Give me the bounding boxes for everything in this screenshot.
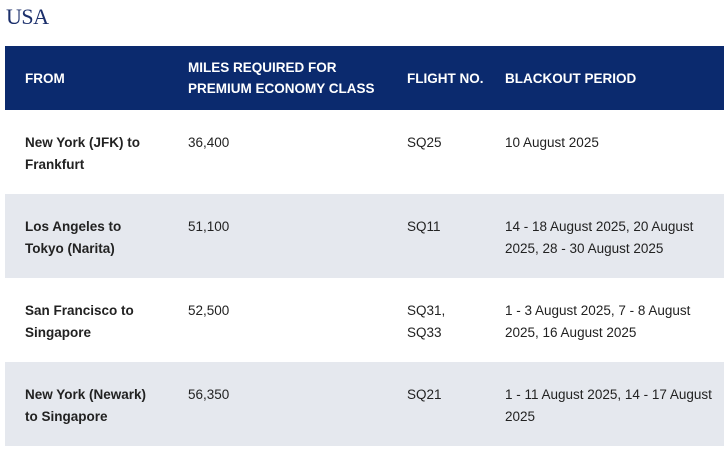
route-cell: San Francisco to Singapore (25, 303, 134, 340)
blackout-table: FROM MILES REQUIRED FOR PREMIUM ECONOMY … (5, 46, 724, 446)
column-header-from: FROM (25, 70, 65, 86)
flight-cell: SQ21 (407, 387, 442, 402)
blackout-cell: 1 - 11 August 2025, 14 - 17 August 2025 (505, 387, 712, 424)
miles-cell: 36,400 (188, 135, 230, 150)
table-row: New York (JFK) to Frankfurt 36,400 SQ25 … (5, 110, 724, 194)
blackout-cell: 14 - 18 August 2025, 20 August 2025, 28 … (505, 219, 694, 256)
route-cell: Los Angeles to Tokyo (Narita) (25, 219, 122, 256)
section-heading: USA (6, 4, 49, 29)
flight-cell: SQ31, SQ33 (407, 303, 446, 340)
route-cell: New York (Newark) to Singapore (25, 387, 147, 424)
miles-cell: 51,100 (188, 219, 230, 234)
flight-cell: SQ11 (407, 219, 441, 234)
blackout-cell: 1 - 3 August 2025, 7 - 8 August 2025, 16… (505, 303, 691, 340)
flight-cell: SQ25 (407, 135, 442, 150)
table-header-row: FROM MILES REQUIRED FOR PREMIUM ECONOMY … (5, 46, 724, 110)
table-row: Los Angeles to Tokyo (Narita) 51,100 SQ1… (5, 194, 724, 278)
miles-cell: 52,500 (188, 303, 230, 318)
miles-cell: 56,350 (188, 387, 230, 402)
column-header-flight: FLIGHT NO. (407, 70, 484, 86)
column-header-miles: MILES REQUIRED FOR PREMIUM ECONOMY CLASS (188, 60, 375, 96)
column-header-blackout: BLACKOUT PERIOD (505, 70, 637, 86)
route-cell: New York (JFK) to Frankfurt (25, 135, 141, 172)
table-row: New York (Newark) to Singapore 56,350 SQ… (5, 362, 724, 446)
blackout-cell: 10 August 2025 (505, 135, 599, 150)
table-row: San Francisco to Singapore 52,500 SQ31, … (5, 278, 724, 362)
